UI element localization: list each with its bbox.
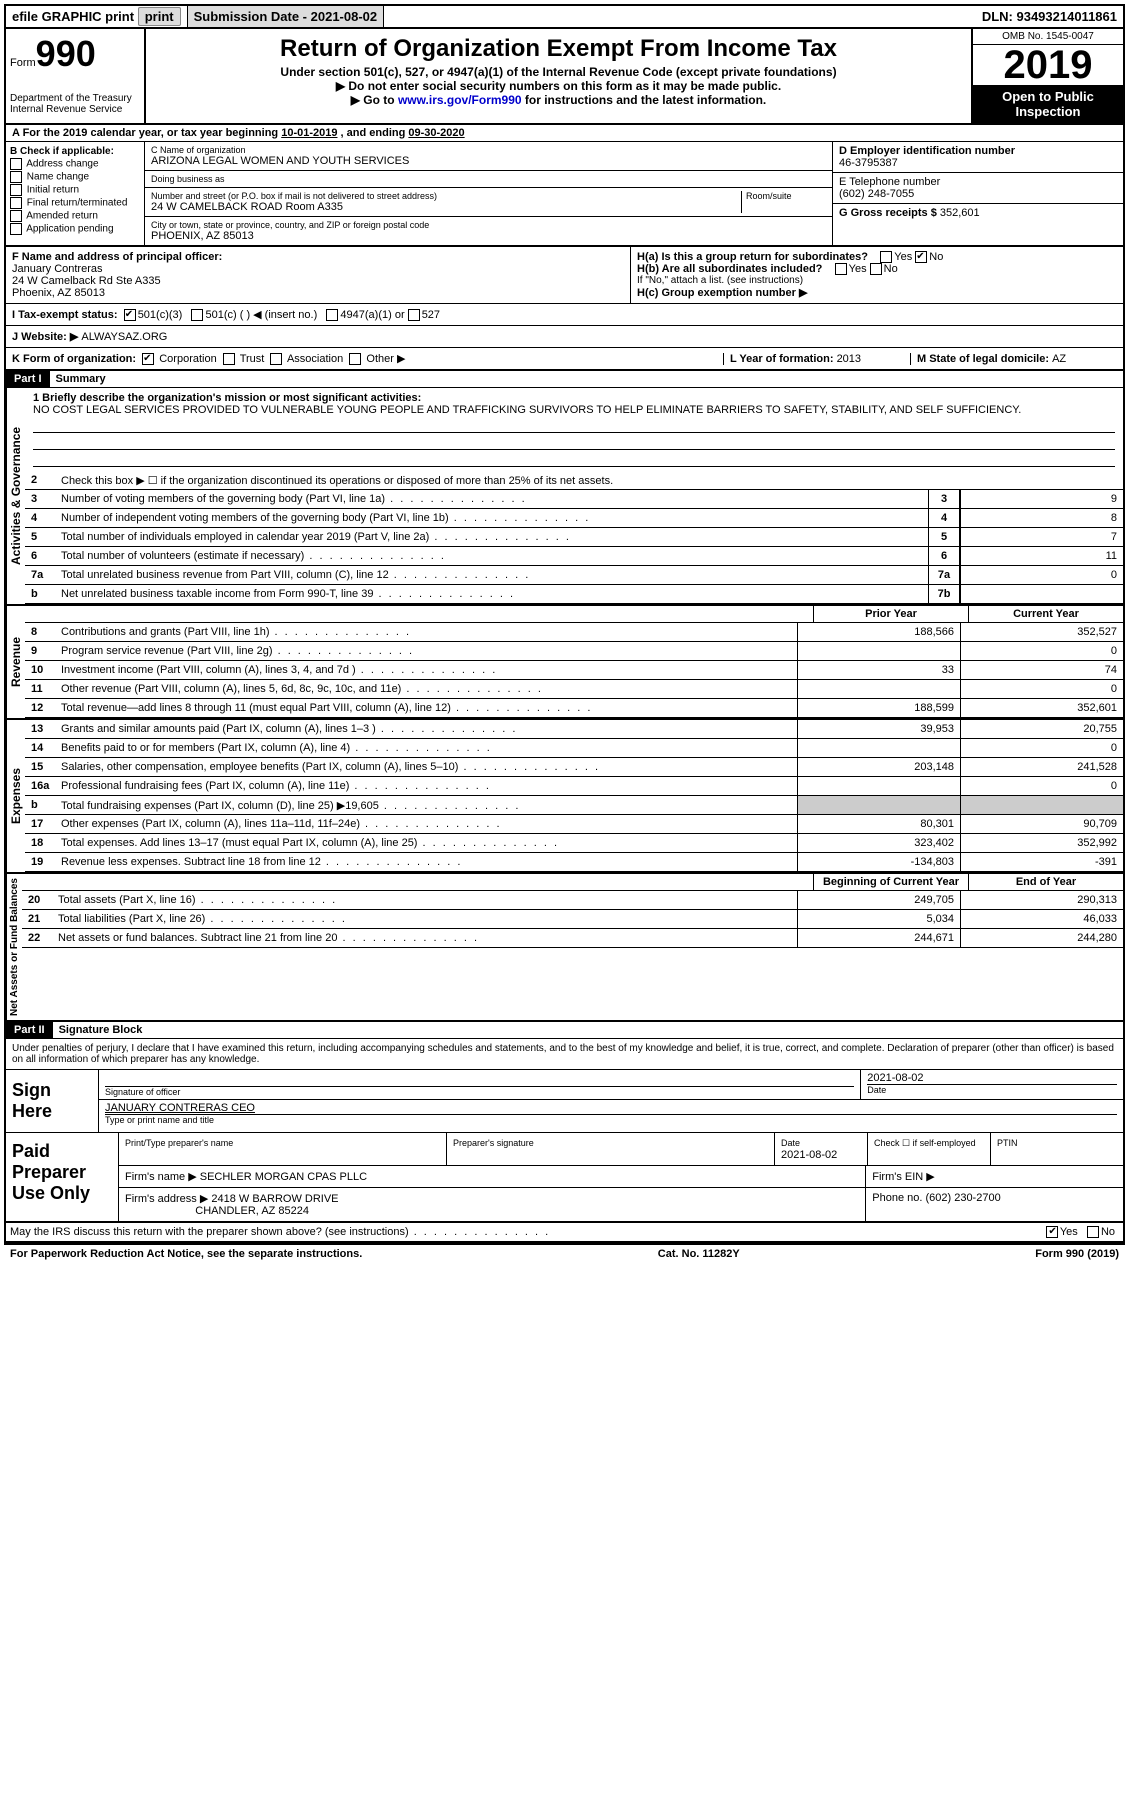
table-row: 13Grants and similar amounts paid (Part …: [25, 720, 1123, 739]
k-row: K Form of organization: Corporation Trus…: [6, 348, 1123, 371]
section-a: A For the 2019 calendar year, or tax yea…: [6, 125, 1123, 142]
table-row: 10Investment income (Part VIII, column (…: [25, 661, 1123, 680]
table-row: 5Total number of individuals employed in…: [25, 528, 1123, 547]
paid-preparer: Paid Preparer Use Only Print/Type prepar…: [6, 1133, 1123, 1223]
table-row: 19Revenue less expenses. Subtract line 1…: [25, 853, 1123, 872]
year-cell: OMB No. 1545-0047 2019 Open to Public In…: [973, 29, 1123, 123]
table-row: 7aTotal unrelated business revenue from …: [25, 566, 1123, 585]
form-title: Return of Organization Exempt From Incom…: [150, 35, 967, 63]
table-row: 3Number of voting members of the governi…: [25, 490, 1123, 509]
col-c: C Name of organization ARIZONA LEGAL WOM…: [145, 142, 832, 245]
declaration-text: Under penalties of perjury, I declare th…: [6, 1039, 1123, 1069]
table-row: 12Total revenue—add lines 8 through 11 (…: [25, 699, 1123, 718]
table-row: 9Program service revenue (Part VIII, lin…: [25, 642, 1123, 661]
form-container: efile GRAPHIC print print Submission Dat…: [4, 4, 1125, 1245]
submission-cell: Submission Date - 2021-08-02: [188, 6, 385, 27]
efile-label: efile GRAPHIC print print: [6, 6, 188, 27]
table-row: 6Total number of volunteers (estimate if…: [25, 547, 1123, 566]
col-b: B Check if applicable: Address change Na…: [6, 142, 145, 245]
table-row: 17Other expenses (Part IX, column (A), l…: [25, 815, 1123, 834]
discuss-row: May the IRS discuss this return with the…: [6, 1223, 1123, 1243]
table-row: 8Contributions and grants (Part VIII, li…: [25, 623, 1123, 642]
table-row: 4Number of independent voting members of…: [25, 509, 1123, 528]
form-number-cell: Form990 Department of the Treasury Inter…: [6, 29, 146, 123]
dln-cell: DLN: 93493214011861: [976, 6, 1123, 27]
irs-link[interactable]: www.irs.gov/Form990: [398, 93, 522, 107]
tax-status-row: I Tax-exempt status: 501(c)(3) 501(c) ( …: [6, 304, 1123, 326]
table-row: 20Total assets (Part X, line 16)249,7052…: [22, 891, 1123, 910]
table-row: 18Total expenses. Add lines 13–17 (must …: [25, 834, 1123, 853]
sign-here: Sign Here Signature of officer 2021-08-0…: [6, 1069, 1123, 1133]
info-grid: B Check if applicable: Address change Na…: [6, 142, 1123, 247]
footer: For Paperwork Reduction Act Notice, see …: [4, 1245, 1125, 1263]
print-btn[interactable]: print: [138, 7, 181, 26]
table-row: 11Other revenue (Part VIII, column (A), …: [25, 680, 1123, 699]
table-row: 16aProfessional fundraising fees (Part I…: [25, 777, 1123, 796]
expenses-section: Expenses 13Grants and similar amounts pa…: [6, 720, 1123, 874]
title-cell: Return of Organization Exempt From Incom…: [146, 29, 973, 123]
info-grid-2: F Name and address of principal officer:…: [6, 247, 1123, 304]
activities-governance: Activities & Governance 1 Briefly descri…: [6, 388, 1123, 606]
part1-header: Part I Summary: [6, 371, 1123, 388]
table-row: 21Total liabilities (Part X, line 26)5,0…: [22, 910, 1123, 929]
revenue-section: Revenue Prior YearCurrent Year 8Contribu…: [6, 606, 1123, 720]
part2-header: Part II Signature Block: [6, 1022, 1123, 1039]
table-row: 22Net assets or fund balances. Subtract …: [22, 929, 1123, 948]
header-row: Form990 Department of the Treasury Inter…: [6, 29, 1123, 125]
website-row: J Website: ▶ ALWAYSAZ.ORG: [6, 326, 1123, 348]
table-row: 14Benefits paid to or for members (Part …: [25, 739, 1123, 758]
col-right: D Employer identification number 46-3795…: [832, 142, 1123, 245]
table-row: 15Salaries, other compensation, employee…: [25, 758, 1123, 777]
netassets-section: Net Assets or Fund Balances Beginning of…: [6, 874, 1123, 1022]
table-row: bTotal fundraising expenses (Part IX, co…: [25, 796, 1123, 815]
top-bar: efile GRAPHIC print print Submission Dat…: [6, 6, 1123, 29]
table-row: bNet unrelated business taxable income f…: [25, 585, 1123, 604]
